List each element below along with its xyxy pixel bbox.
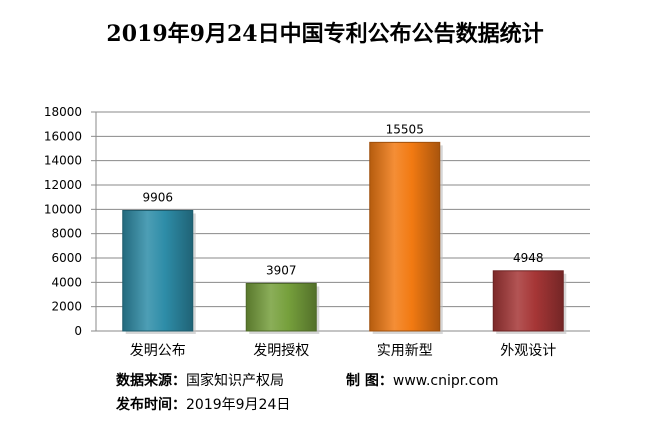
source-label: 数据来源：	[116, 373, 186, 389]
date-label: 发布时间：	[116, 397, 186, 413]
data-label: 3907	[266, 263, 297, 277]
date-value: 2019年9月24日	[186, 397, 290, 413]
date-line: 发布时间：2019年9月24日	[116, 394, 290, 414]
data-label: 9906	[142, 190, 173, 204]
maker-line: 制 图：www.cnipr.com	[346, 370, 499, 390]
x-tick-label: 实用新型	[377, 343, 433, 359]
y-tick-label: 0	[74, 324, 82, 338]
x-tick-label: 发明公布	[130, 343, 186, 359]
y-tick-label: 8000	[51, 227, 82, 241]
y-tick-label: 10000	[44, 202, 82, 216]
y-tick-label: 2000	[51, 300, 82, 314]
maker-value: www.cnipr.com	[393, 373, 499, 389]
y-tick-label: 12000	[44, 178, 82, 192]
data-label: 4948	[513, 251, 544, 265]
bar-4	[493, 271, 563, 331]
x-tick-label: 发明授权	[253, 343, 309, 359]
y-tick-label: 6000	[51, 251, 82, 265]
bar-2	[246, 283, 316, 331]
data-label: 15505	[386, 122, 424, 136]
maker-label: 制 图：	[346, 373, 393, 389]
y-tick-label: 4000	[51, 275, 82, 289]
x-tick-label: 外观设计	[500, 343, 556, 359]
source-line: 数据来源：国家知识产权局	[116, 370, 284, 390]
source-value: 国家知识产权局	[186, 373, 284, 389]
y-tick-label: 18000	[44, 105, 82, 119]
bar-1	[123, 210, 193, 331]
y-tick-label: 16000	[44, 129, 82, 143]
y-tick-label: 14000	[44, 154, 82, 168]
bar-3	[370, 142, 440, 331]
